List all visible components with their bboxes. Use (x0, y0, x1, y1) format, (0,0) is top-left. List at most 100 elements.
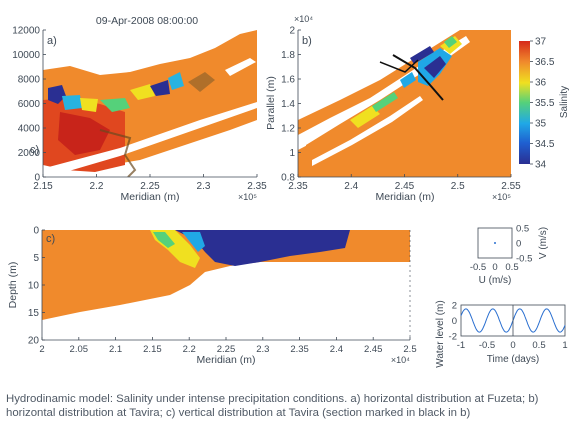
figure-caption: Hydrodinamic model: Salinity under inten… (6, 393, 539, 419)
x-tick-label: 2.55 (501, 181, 521, 192)
x-tick-label: 2.05 (70, 344, 89, 355)
x-tick-label: 2.2 (90, 181, 104, 192)
panel-a: 2.15 2.2 2.25 2.3 2.35 Meridian (m) ×10⁵ 0 20… (12, 26, 267, 204)
panel-a-salinity-field (43, 30, 257, 177)
tide-x-tick-label: -1 (457, 340, 465, 351)
velocity-xlabel: U (m/s) (479, 275, 512, 286)
colorbar-tick-label: 34 (535, 160, 547, 171)
y-tick-label: 20 (28, 336, 40, 347)
panel-a-x-axis: 2.15 2.2 2.25 2.3 2.35 Meridian (m) ×10⁵ (33, 174, 267, 203)
colorbar-tick-label: 36.5 (535, 57, 555, 68)
x-tick-label: 2.3 (256, 344, 269, 355)
salinity-colorbar: 34 34.5 35 35.5 36 36.5 37 Salinity (519, 37, 570, 171)
colorbar-tick-label: 37 (535, 37, 547, 48)
timestamp: 09-Apr-2008 08:00:00 (96, 15, 198, 27)
colorbar-tick-label: 35.5 (535, 98, 555, 109)
tide-x-tick-label: -0.5 (479, 340, 495, 351)
panel-c-x-exponent: ×10⁴ (391, 355, 410, 365)
tide-y-tick-label: 2 (452, 301, 457, 312)
y-tick-label: 0.8 (281, 173, 295, 184)
y-tick-label: 15 (28, 308, 40, 319)
y-tick-label: 1.2 (281, 124, 295, 135)
panel-a-y-axis: 0 2000 4000 6000 8000 10000 12000 (12, 26, 46, 184)
panel-c-salinity-field (42, 230, 410, 340)
panel-b: 2.35 2.4 2.45 2.5 2.55 Meridian (m) ×10⁵ 0.8… (265, 14, 521, 203)
x-tick-label: 2.4 (344, 181, 358, 192)
y-tick-label: 0 (34, 173, 40, 184)
x-tick-label: 2.15 (33, 181, 53, 192)
velocity-x-tick-label: 0 (492, 262, 497, 273)
tide-panel: -1 -0.5 0 0.5 1 2 0 -2 Time (days) Water level… (435, 300, 568, 367)
panel-a-label: a) (47, 35, 57, 47)
tide-y-tick-label: -2 (449, 332, 457, 343)
panel-b-label: b) (302, 35, 312, 47)
panel-b-y-axis: 0.8 1 1.2 1.4 1.6 1.8 2 Parallel (m) ×10⁴ (265, 14, 313, 184)
panel-c-xlabel: Meridian (m) (197, 354, 256, 366)
y-tick-label: 10000 (12, 50, 40, 61)
colorbar-tick-label: 36 (535, 78, 547, 89)
x-tick-label: 2.15 (143, 344, 162, 355)
section-line-branch (379, 59, 419, 73)
x-tick-label: 2.25 (217, 344, 236, 355)
x-tick-label: 2.45 (364, 344, 383, 355)
x-tick-label: 2.3 (197, 181, 211, 192)
y-tick-label: 1.8 (281, 50, 295, 61)
velocity-y-tick-label: 0 (516, 239, 521, 250)
tide-y-tick-label: 0 (452, 316, 457, 327)
tide-x-tick-label: 0 (510, 340, 515, 351)
velocity-y-tick-label: 0.5 (516, 224, 529, 235)
panel-a-xlabel: Meridian (m) (121, 191, 180, 203)
panel-c-ylabel: Depth (m) (7, 262, 19, 309)
colorbar-label: Salinity (559, 86, 570, 118)
velocity-x-tick-label: -0.5 (470, 262, 486, 273)
panel-c-label: c) (46, 233, 55, 245)
panel-b-x-exponent: ×10⁵ (492, 192, 511, 202)
x-tick-label: 2.35 (288, 181, 308, 192)
x-tick-label: 2 (39, 344, 44, 355)
tide-x-tick-label: 1 (562, 340, 567, 351)
x-tick-label: 2.4 (330, 344, 343, 355)
panel-b-y-exponent: ×10⁴ (294, 14, 313, 24)
y-tick-label: 8000 (18, 75, 41, 86)
x-tick-label: 2.45 (395, 181, 415, 192)
y-tick-label: 1.4 (281, 99, 295, 110)
panel-b-salinity-field (298, 30, 511, 177)
y-tick-label: 1.6 (281, 75, 295, 86)
y-tick-label: 5 (33, 253, 39, 264)
colorbar-gradient (519, 41, 530, 164)
x-tick-label: 2.25 (140, 181, 160, 192)
y-tick-label: 10 (28, 281, 40, 292)
tide-ylabel: Water level (m) (435, 300, 446, 367)
tide-x-tick-label: 0.5 (532, 340, 545, 351)
panel-b-x-axis: 2.35 2.4 2.45 2.5 2.55 Meridian (m) ×10⁵ (288, 174, 521, 203)
velocity-y-tick-label: -0.5 (516, 254, 532, 265)
panel-c: 2 2.05 2.1 2.15 2.2 2.25 2.3 2.35 2.4 2.45 2.5 Mer… (7, 226, 417, 367)
x-tick-label: 2.5 (451, 181, 465, 192)
x-tick-label: 2.1 (109, 344, 122, 355)
y-tick-label: 2 (289, 26, 295, 37)
section-line (392, 54, 444, 101)
panel-a-x-exponent: ×10⁵ (238, 192, 257, 202)
tide-xlabel: Time (days) (487, 354, 539, 365)
x-tick-label: 2.35 (247, 181, 267, 192)
x-tick-label: 2.35 (290, 344, 309, 355)
y-tick-label: 6000 (18, 99, 41, 110)
panel-c-y-axis: 0 5 10 15 20 Depth (m) (7, 226, 45, 347)
x-tick-label: 2.2 (183, 344, 196, 355)
y-tick-label: 2000 (18, 148, 41, 159)
velocity-ylabel: V (m/s) (538, 227, 549, 259)
velocity-point (494, 242, 496, 244)
colorbar-tick-label: 35 (535, 119, 547, 130)
y-tick-label: 12000 (12, 26, 40, 37)
panel-b-ylabel: Parallel (m) (265, 76, 277, 130)
y-tick-label: 0 (33, 226, 39, 237)
panel-c-x-axis: 2 2.05 2.1 2.15 2.2 2.25 2.3 2.35 2.4 2.45 2.5 Mer… (39, 337, 417, 366)
colorbar-tick-label: 34.5 (535, 139, 555, 150)
y-tick-label: 4000 (18, 124, 41, 135)
y-tick-label: 1 (289, 148, 295, 159)
velocity-x-tick-label: 0.5 (505, 262, 518, 273)
velocity-panel: -0.5 0 0.5 0.5 0 -0.5 U (m/s) V (m/s) (470, 224, 549, 287)
panel-b-xlabel: Meridian (m) (376, 191, 435, 203)
panel-a-c-marker: c) (30, 144, 39, 156)
